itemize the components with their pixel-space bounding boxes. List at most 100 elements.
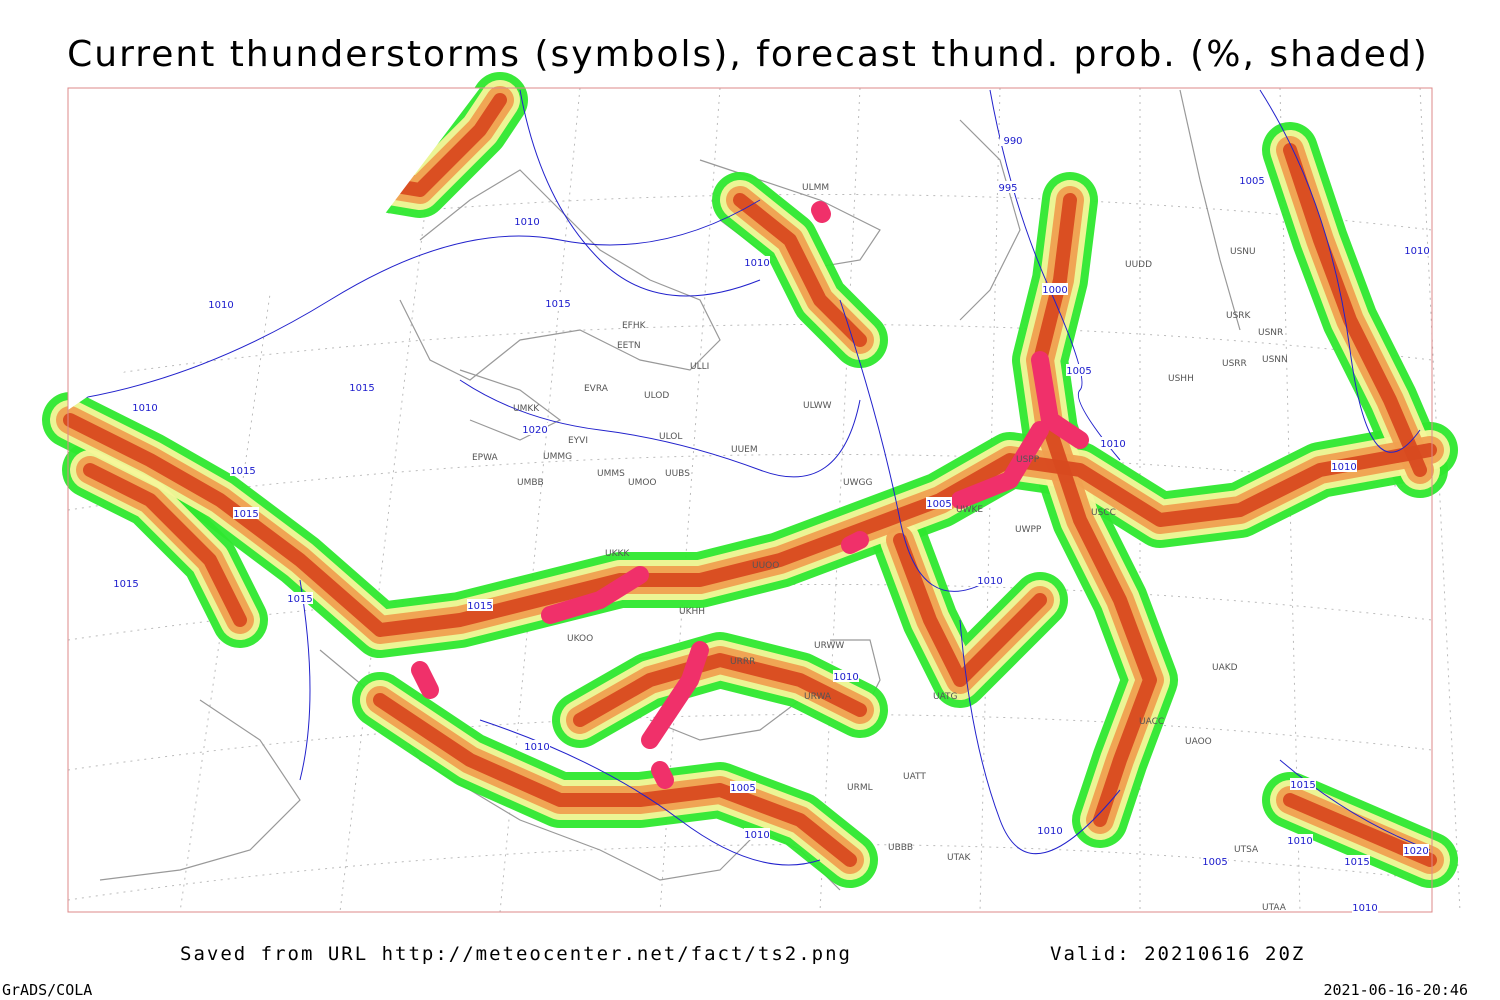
isobar-label: 1005	[1202, 857, 1227, 868]
isobar-label: 1020	[522, 425, 547, 436]
current-thunderstorms	[411, 661, 439, 699]
prob-high	[733, 193, 867, 347]
station-code: USCC	[1091, 508, 1116, 518]
isobar-label: 990	[1003, 136, 1022, 147]
station-code: UMBB	[517, 478, 544, 488]
station-code: ULOL	[659, 432, 682, 442]
station-code: UTSA	[1234, 845, 1259, 855]
isobar	[1279, 759, 1431, 851]
station-code: UWPP	[1015, 525, 1042, 535]
isobar-label: 1005	[1239, 176, 1264, 187]
station-code: USNU	[1230, 247, 1256, 257]
prob-high	[373, 693, 857, 867]
isobar-label-bg	[208, 298, 234, 310]
coastline	[459, 369, 562, 441]
map-title: Current thunderstorms (symbols), forecas…	[67, 34, 1429, 75]
graticule-line	[659, 87, 721, 913]
isobar-label: 1015	[545, 299, 570, 310]
current-thunderstorms	[651, 761, 674, 789]
station-code: UWKE	[956, 505, 983, 515]
isobar-label-bg	[233, 507, 259, 519]
isobar-label-bg	[1100, 437, 1126, 449]
coastline	[399, 169, 721, 381]
timestamp: 2021-06-16-20:46	[1324, 981, 1469, 999]
isobar-label: 1010	[1037, 826, 1062, 837]
isobar-label-bg	[287, 592, 313, 604]
station-code: USRK	[1226, 311, 1252, 321]
isobar-label-bg	[833, 670, 859, 682]
isobar	[459, 379, 861, 478]
isobar-label-bg	[524, 740, 550, 752]
station-code: UTAA	[1262, 903, 1287, 913]
graticule-line	[67, 583, 1433, 641]
isobar-label-bg	[1042, 283, 1068, 295]
graticule-line	[67, 453, 1433, 511]
station-code: UACC	[1139, 717, 1164, 727]
station-code: UUBS	[665, 469, 690, 479]
isobar-label: 1010	[1287, 836, 1312, 847]
isobar-label: 1010	[833, 672, 858, 683]
isobar-label: 1005	[926, 499, 951, 510]
source-url: Saved from URL http://meteocenter.net/fa…	[180, 943, 852, 965]
isobars	[69, 89, 1431, 866]
station-code: UKOO	[567, 634, 593, 644]
graticule-line	[67, 843, 1433, 901]
isobar-label-bg	[467, 599, 493, 611]
station-code: ULMM	[802, 183, 829, 193]
isobar-label: 1020	[1403, 846, 1428, 857]
isobar-label-bg	[522, 423, 548, 435]
isobar-label: 1010	[977, 576, 1002, 587]
graticule-line	[67, 193, 1433, 251]
station-code: UTAK	[947, 853, 972, 863]
isobar-label: 1010	[744, 258, 769, 269]
prob-high	[63, 413, 1437, 637]
software: GrADS/COLA	[2, 981, 92, 999]
station-code: URML	[847, 783, 873, 793]
station-code: ULOD	[644, 391, 669, 401]
station-code: EYVI	[568, 436, 588, 446]
isobar-label-bg	[514, 215, 540, 227]
coastline	[959, 119, 1021, 321]
graticule-line	[179, 87, 301, 913]
prob-high	[1283, 143, 1427, 477]
station-code: EPWA	[472, 453, 499, 463]
station-code: UUEM	[731, 445, 758, 455]
isobar-label-bg	[744, 828, 770, 840]
isobar-label-bg	[1287, 834, 1313, 846]
current-thunderstorms	[1031, 351, 1089, 449]
graticule-line	[819, 87, 861, 913]
isobar-label-bg	[1352, 901, 1378, 913]
isobar-label-bg	[545, 297, 571, 309]
coastline	[99, 699, 301, 881]
isobar-label-bg	[1331, 460, 1357, 472]
station-code: UKKK	[605, 549, 630, 559]
coastline	[1179, 89, 1241, 331]
isobar-label: 1010	[208, 300, 233, 311]
station-code: UAKD	[1212, 663, 1238, 673]
isobar	[69, 199, 761, 401]
prob-high	[1033, 193, 1157, 827]
isobar-label: 1010	[1331, 462, 1356, 473]
isobar-label-bg	[1000, 134, 1026, 146]
station-code: UAOO	[1185, 737, 1212, 747]
isobar-label-bg	[1239, 174, 1265, 186]
isobar-label-bg	[1202, 855, 1228, 867]
isobar-label: 1015	[233, 509, 258, 520]
isobar-label-bg	[977, 574, 1003, 586]
graticule-line	[979, 87, 1001, 913]
isobar-label-bg	[995, 181, 1021, 193]
station-code: UUOO	[752, 561, 779, 571]
station-code: ULWW	[803, 401, 832, 411]
isobar-label: 1005	[730, 783, 755, 794]
isobar-label: 1015	[230, 466, 255, 477]
station-code: UATG	[933, 692, 958, 702]
isobar	[299, 579, 311, 781]
isobar-label: 1015	[287, 594, 312, 605]
isobar-label: 995	[998, 183, 1017, 194]
station-code: USNR	[1258, 328, 1283, 338]
isobar-label: 1010	[1100, 439, 1125, 450]
isobar-label: 1000	[1042, 285, 1067, 296]
map-area	[42, 72, 1461, 913]
current-thunderstorms	[951, 421, 1049, 509]
station-code: USPP	[1016, 455, 1040, 465]
